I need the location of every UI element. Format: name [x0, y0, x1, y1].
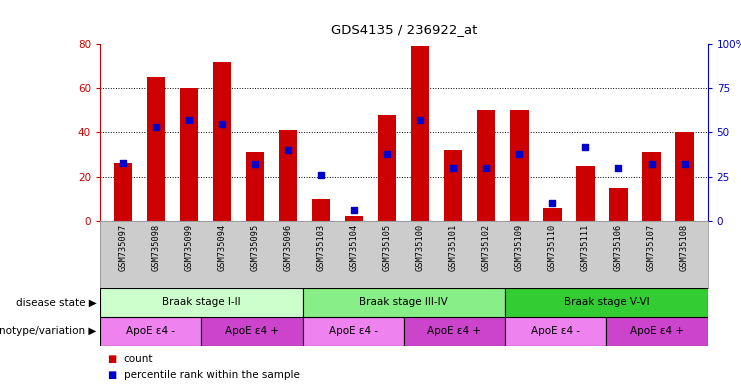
Text: ■: ■: [107, 370, 116, 380]
Text: GSM735111: GSM735111: [581, 223, 590, 271]
Text: genotype/variation ▶: genotype/variation ▶: [0, 326, 96, 336]
Bar: [642, 152, 660, 221]
Text: percentile rank within the sample: percentile rank within the sample: [124, 370, 299, 380]
Bar: [213, 62, 231, 221]
Point: [348, 207, 360, 213]
Text: GDS4135 / 236922_at: GDS4135 / 236922_at: [330, 23, 477, 36]
Bar: [445, 150, 462, 221]
Text: GSM735100: GSM735100: [416, 223, 425, 271]
Text: GSM735105: GSM735105: [383, 223, 392, 271]
Bar: [302, 288, 505, 317]
Text: GSM735108: GSM735108: [680, 223, 689, 271]
Text: GSM735110: GSM735110: [548, 223, 557, 271]
Text: ApoE ε4 -: ApoE ε4 -: [531, 326, 580, 336]
Bar: [100, 288, 302, 317]
Text: ■: ■: [107, 354, 116, 364]
Bar: [511, 111, 528, 221]
Point: [448, 165, 459, 171]
Point: [645, 161, 657, 167]
Bar: [609, 188, 628, 221]
Point: [480, 165, 492, 171]
Bar: [180, 88, 199, 221]
Point: [316, 172, 328, 178]
Text: GSM735106: GSM735106: [614, 223, 623, 271]
Point: [150, 124, 162, 130]
Text: ApoE ε4 +: ApoE ε4 +: [225, 326, 279, 336]
Bar: [312, 199, 330, 221]
Text: GSM735096: GSM735096: [284, 223, 293, 271]
Bar: [676, 132, 694, 221]
Text: count: count: [124, 354, 153, 364]
Bar: [404, 317, 505, 346]
Point: [414, 117, 426, 123]
Point: [514, 151, 525, 157]
Text: GSM735102: GSM735102: [482, 223, 491, 271]
Text: ApoE ε4 -: ApoE ε4 -: [126, 326, 175, 336]
Text: Braak stage III-IV: Braak stage III-IV: [359, 297, 448, 308]
Bar: [411, 46, 430, 221]
Text: GSM735094: GSM735094: [218, 223, 227, 271]
Bar: [477, 111, 496, 221]
Point: [117, 159, 129, 166]
Text: GSM735101: GSM735101: [449, 223, 458, 271]
Bar: [147, 77, 165, 221]
Bar: [114, 164, 132, 221]
Point: [249, 161, 261, 167]
Text: GSM735099: GSM735099: [185, 223, 193, 271]
Text: disease state ▶: disease state ▶: [16, 297, 96, 308]
Bar: [202, 317, 302, 346]
Bar: [606, 317, 708, 346]
Bar: [378, 115, 396, 221]
Text: Braak stage I-II: Braak stage I-II: [162, 297, 241, 308]
Bar: [302, 317, 404, 346]
Text: GSM735097: GSM735097: [119, 223, 127, 271]
Text: ApoE ε4 +: ApoE ε4 +: [630, 326, 684, 336]
Bar: [576, 166, 594, 221]
Point: [216, 121, 228, 127]
Point: [183, 117, 195, 123]
Bar: [505, 288, 708, 317]
Point: [282, 147, 294, 153]
Text: GSM735107: GSM735107: [647, 223, 656, 271]
Text: ApoE ε4 +: ApoE ε4 +: [428, 326, 482, 336]
Text: GSM735103: GSM735103: [317, 223, 326, 271]
Text: GSM735109: GSM735109: [515, 223, 524, 271]
Text: GSM735095: GSM735095: [250, 223, 260, 271]
Point: [579, 144, 591, 150]
Bar: [100, 317, 202, 346]
Point: [679, 161, 691, 167]
Point: [613, 165, 625, 171]
Bar: [246, 152, 265, 221]
Bar: [345, 217, 363, 221]
Point: [547, 200, 559, 206]
Point: [382, 151, 393, 157]
Text: GSM735104: GSM735104: [350, 223, 359, 271]
Bar: [505, 317, 606, 346]
Bar: [543, 208, 562, 221]
Text: ApoE ε4 -: ApoE ε4 -: [329, 326, 378, 336]
Text: Braak stage V-VI: Braak stage V-VI: [564, 297, 649, 308]
Bar: [279, 130, 297, 221]
Text: GSM735098: GSM735098: [152, 223, 161, 271]
